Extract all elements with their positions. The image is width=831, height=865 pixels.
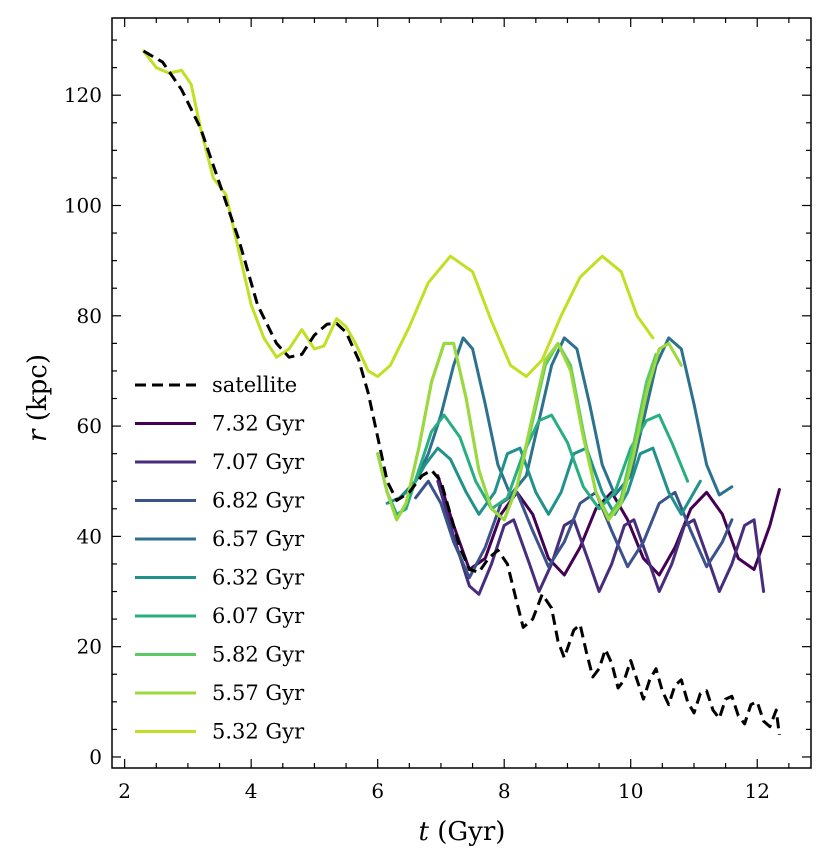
x-tick-label: 12: [745, 779, 770, 803]
plot-lines: [142, 49, 781, 736]
x-tick-label: 8: [498, 779, 511, 803]
legend: satellite 7.32 Gyr 7.07 Gyr 6.82 Gyr 6.57 Gy…: [135, 373, 305, 744]
x-axis-title: t (Gyr): [419, 817, 506, 847]
y-axis-title: r (kpc): [23, 354, 53, 442]
x-tick-label: 2: [118, 779, 131, 803]
y-tick-label: 100: [64, 194, 102, 218]
y-tick-label: 40: [77, 524, 102, 548]
series-line-5_32-Gyr: [142, 49, 655, 378]
series-line-5_57-Gyr: [376, 341, 683, 522]
legend-label: 5.57 Gyr: [212, 681, 305, 705]
y-tick-label: 80: [77, 304, 102, 328]
legend-label: 7.07 Gyr: [212, 450, 305, 474]
x-tick-label: 4: [245, 779, 258, 803]
axis-ticks: [112, 18, 811, 768]
y-tick-label: 60: [77, 414, 102, 438]
legend-label: 5.32 Gyr: [212, 720, 305, 744]
series-line-6_32-Gyr: [385, 446, 702, 516]
legend-label: satellite: [212, 373, 297, 397]
y-tick-label: 120: [64, 83, 102, 107]
plot-frame: [111, 17, 812, 769]
legend-label: 6.32 Gyr: [212, 566, 305, 590]
series-line-7_07-Gyr: [436, 479, 766, 596]
x-tick-label: 6: [371, 779, 384, 803]
series-line-satellite: [142, 49, 781, 736]
y-tick-label: 0: [89, 745, 102, 769]
y-tick-label: 20: [77, 635, 102, 659]
x-tick-label: 10: [618, 779, 643, 803]
legend-label: 7.32 Gyr: [212, 412, 305, 436]
legend-label: 5.82 Gyr: [212, 643, 305, 667]
legend-label: 6.82 Gyr: [212, 489, 305, 513]
legend-label: 6.57 Gyr: [212, 527, 305, 551]
legend-label: 6.07 Gyr: [212, 604, 305, 628]
